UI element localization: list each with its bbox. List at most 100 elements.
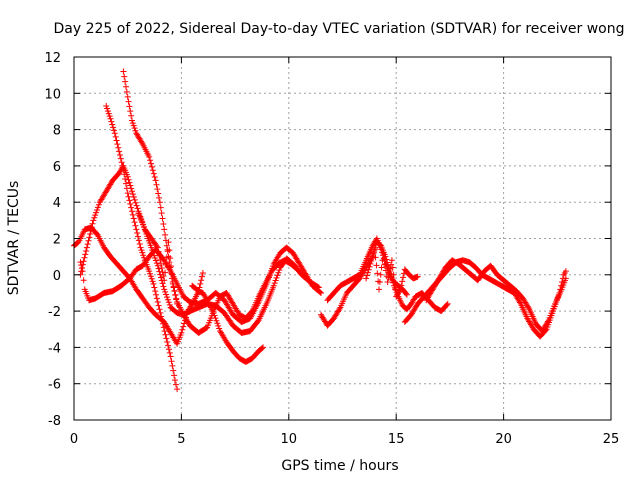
data-point [151, 285, 157, 291]
data-point [159, 210, 165, 216]
data-point [137, 241, 143, 247]
data-point [111, 127, 117, 133]
y-tick-label: 8 [53, 124, 61, 139]
data-point [132, 219, 138, 225]
data-point [164, 339, 170, 345]
series-track-10 [363, 246, 421, 299]
data-point [198, 277, 204, 283]
data-point [153, 177, 159, 183]
x-tick-label: 0 [70, 432, 78, 447]
x-tick-label: 5 [177, 432, 185, 447]
data-point [156, 303, 162, 309]
data-point [133, 226, 139, 232]
data-point [122, 79, 128, 85]
data-point [82, 251, 88, 257]
data-point [81, 277, 87, 283]
y-tick-label: -6 [48, 378, 61, 393]
data-point [126, 99, 132, 105]
data-point [134, 203, 140, 209]
data-point [79, 265, 85, 271]
data-point [132, 197, 138, 203]
data-point [125, 94, 131, 100]
data-point [129, 208, 135, 214]
data-point [172, 377, 178, 383]
data-point [168, 353, 174, 359]
data-point [197, 281, 203, 287]
y-tick-label: 10 [44, 87, 61, 102]
data-point [172, 292, 178, 298]
chart-title: Day 225 of 2022, Sidereal Day-to-day VTE… [54, 21, 625, 37]
x-tick-label: 15 [388, 432, 405, 447]
data-point [121, 74, 127, 80]
x-tick-label: 10 [281, 432, 298, 447]
data-point [399, 278, 405, 284]
data-point [87, 231, 93, 237]
data-point [376, 286, 382, 292]
data-point [84, 245, 90, 251]
x-axis-label: GPS time / hours [281, 458, 398, 474]
data-point [134, 230, 140, 236]
y-tick-label: -8 [48, 414, 61, 429]
y-tick-label: 2 [53, 233, 61, 248]
data-point [172, 288, 178, 294]
data-point [114, 137, 120, 143]
data-point [159, 216, 165, 222]
data-point [116, 148, 122, 154]
data-point [128, 205, 134, 211]
data-point [155, 299, 161, 305]
data-series [71, 69, 569, 393]
data-point [156, 306, 162, 312]
data-point [123, 84, 129, 90]
data-point [169, 363, 175, 369]
data-point [147, 157, 153, 163]
data-point [127, 201, 133, 207]
data-point [126, 180, 132, 186]
data-point [135, 205, 141, 211]
data-point [153, 292, 159, 298]
y-tick-label: 6 [53, 160, 61, 175]
data-point [126, 197, 132, 203]
grid [74, 57, 611, 420]
data-point [158, 205, 164, 211]
y-tick-label: 0 [53, 269, 61, 284]
data-point [163, 332, 169, 338]
data-point [109, 122, 115, 128]
data-point [157, 199, 163, 205]
data-point [379, 265, 385, 271]
y-tick-label: 12 [44, 51, 61, 66]
data-point [155, 190, 161, 196]
data-point [114, 141, 120, 147]
data-point [162, 232, 168, 238]
data-point [374, 270, 380, 276]
y-tick-label: 4 [53, 196, 61, 211]
data-point [148, 161, 154, 167]
series-track-6 [135, 210, 180, 307]
data-point [154, 295, 160, 301]
data-point [124, 185, 130, 191]
data-point [153, 182, 159, 188]
data-point [108, 119, 114, 125]
y-tick-label: -4 [48, 341, 61, 356]
data-point [131, 216, 137, 222]
data-point [179, 327, 185, 333]
data-point [130, 212, 136, 218]
data-point [173, 382, 179, 388]
data-point [126, 103, 132, 109]
data-point [83, 248, 89, 254]
data-point [169, 358, 175, 364]
y-axis-label: SDTVAR / TECUs [6, 181, 22, 296]
data-point [152, 174, 158, 180]
data-point [78, 268, 84, 274]
data-point [163, 335, 169, 341]
data-point [131, 194, 137, 200]
data-point [112, 130, 118, 136]
data-point [120, 69, 126, 75]
data-point [113, 134, 119, 140]
data-point [156, 195, 162, 201]
data-point [166, 346, 172, 352]
data-point [160, 221, 166, 227]
data-point [86, 234, 92, 240]
data-point [124, 89, 130, 95]
data-point [160, 283, 166, 289]
data-point [150, 167, 156, 173]
